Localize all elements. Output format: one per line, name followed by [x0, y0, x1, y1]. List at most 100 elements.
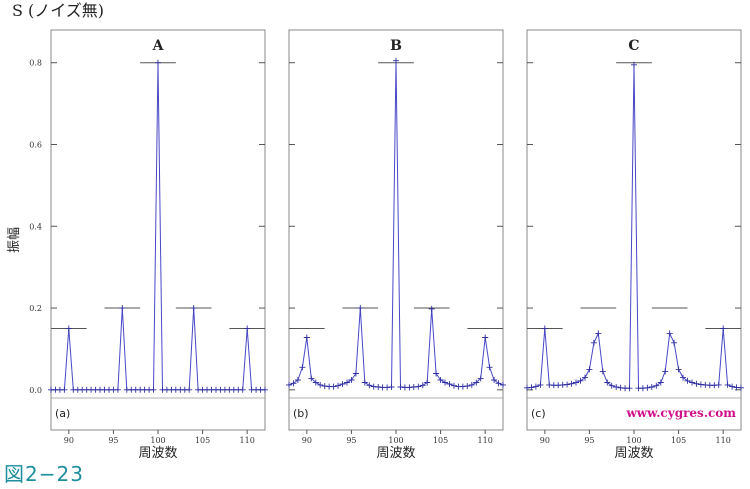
x-tick-label: 95	[346, 436, 356, 445]
chart-panel-b: 90 95 100 105 110 B (b) 周波数	[286, 29, 506, 461]
data-point	[528, 384, 535, 391]
data-point	[366, 382, 373, 389]
data-point	[662, 368, 669, 375]
x-tick-label: 100	[150, 436, 165, 445]
y-tick-label: 0.6	[29, 140, 42, 149]
data-point	[671, 339, 678, 346]
data-point	[299, 364, 306, 371]
data-point	[330, 383, 337, 390]
y-tick-label: 0.2	[29, 304, 42, 313]
panel-title: A	[152, 38, 165, 54]
chart-panel-c: 90 95 100 105 110 C (c) 周波数	[524, 29, 744, 461]
x-tick-label: 110	[478, 436, 493, 445]
data-point	[541, 325, 548, 332]
x-tick-label: 100	[626, 436, 641, 445]
y-tick-label: 0.8	[29, 59, 42, 68]
x-tick-label: 105	[195, 436, 210, 445]
data-point	[648, 384, 655, 390]
data-point	[352, 370, 359, 377]
data-point	[361, 379, 368, 386]
x-tick-label: 100	[388, 436, 403, 445]
x-tick-label: 95	[108, 436, 118, 445]
data-point	[65, 325, 72, 332]
data-point	[312, 379, 319, 386]
data-point	[491, 377, 498, 383]
data-point	[294, 377, 301, 383]
data-point	[459, 383, 466, 390]
panel-title: B	[390, 38, 402, 54]
data-point	[442, 379, 448, 386]
x-axis-label: 周波数	[376, 446, 415, 461]
data-point	[500, 381, 506, 388]
data-point	[613, 384, 620, 390]
x-tick-label: 95	[584, 436, 594, 445]
data-point	[486, 364, 493, 371]
data-point	[424, 379, 431, 386]
panel-label: (c)	[531, 407, 546, 420]
data-point	[653, 382, 660, 389]
data-point	[568, 380, 575, 387]
data-point	[446, 381, 453, 388]
series-line	[51, 62, 265, 391]
data-point	[428, 305, 435, 312]
data-point	[715, 381, 722, 388]
data-point	[393, 57, 399, 64]
data-point	[388, 384, 395, 390]
data-point	[433, 370, 440, 377]
data-point	[308, 375, 315, 382]
data-point	[239, 386, 246, 393]
y-axis-label: 振幅	[7, 227, 22, 253]
data-point	[321, 383, 328, 390]
data-point	[577, 377, 584, 384]
data-point	[244, 325, 251, 332]
data-point	[680, 374, 686, 381]
data-point	[473, 379, 480, 386]
data-point	[262, 386, 268, 393]
x-tick-label: 110	[716, 436, 731, 445]
data-point	[720, 325, 727, 332]
x-axis-label: 周波数	[138, 446, 177, 461]
data-point	[626, 385, 633, 392]
data-point	[738, 384, 744, 391]
data-point	[666, 330, 673, 337]
y-tick-label: 0.4	[29, 222, 42, 231]
data-point	[684, 377, 691, 384]
data-point	[437, 377, 444, 383]
y-tick-label: 0.0	[29, 386, 42, 395]
data-point	[290, 380, 297, 387]
x-tick-label: 105	[433, 436, 448, 445]
x-tick-label: 90	[540, 436, 550, 445]
data-point	[586, 366, 593, 373]
chart-panels: 0.0 0.2 0.4 0.6 0.8 90 95 100 105 110 A (a) 周波数 90 95 1…	[29, 29, 744, 461]
data-point	[468, 381, 475, 388]
data-point	[482, 334, 489, 341]
data-point	[564, 381, 571, 388]
data-point	[344, 379, 350, 386]
data-point	[186, 386, 193, 393]
data-point	[604, 379, 611, 386]
data-point	[644, 384, 651, 391]
x-tick-label: 90	[64, 436, 74, 445]
data-point	[303, 334, 310, 341]
data-point	[495, 380, 502, 387]
data-point	[675, 366, 682, 373]
data-point	[608, 382, 615, 389]
panel-label: (a)	[55, 407, 70, 420]
data-point	[657, 379, 664, 386]
chart-panel-a: 0.0 0.2 0.4 0.6 0.8 90 95 100 105 110 A (a) 周波数	[29, 29, 268, 461]
data-point	[348, 377, 355, 383]
x-axis-label: 周波数	[614, 446, 653, 461]
watermark: www.cygres.com	[625, 406, 736, 420]
data-point	[689, 379, 695, 386]
data-point	[114, 386, 121, 393]
data-point	[339, 381, 346, 388]
data-point	[464, 383, 471, 390]
data-point	[693, 380, 700, 387]
data-point	[477, 375, 484, 382]
data-point	[286, 381, 292, 388]
data-point	[573, 379, 579, 386]
data-point	[590, 339, 597, 346]
data-point	[415, 383, 422, 390]
data-point	[532, 383, 539, 390]
